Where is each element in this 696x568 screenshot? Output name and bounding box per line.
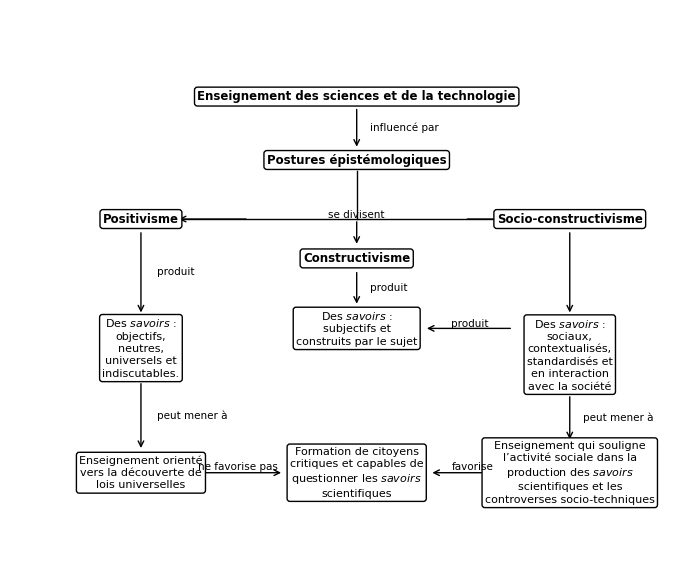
Text: Postures épistémologiques: Postures épistémologiques [267,153,447,166]
Text: influencé par: influencé par [370,123,439,133]
Text: Des $\it{savoirs}$ :
subjectifs et
construits par le sujet: Des $\it{savoirs}$ : subjectifs et const… [296,310,418,347]
Text: Socio-constructivisme: Socio-constructivisme [497,212,642,225]
Text: Enseignement des sciences et de la technologie: Enseignement des sciences et de la techn… [198,90,516,103]
Text: produit: produit [370,283,408,293]
Text: Des $\it{savoirs}$ :
sociaux,
contextualisés,
standardisés et
en interaction
ave: Des $\it{savoirs}$ : sociaux, contextual… [527,318,612,391]
Text: peut mener à: peut mener à [157,411,228,421]
Text: Enseignement orienté
vers la découverte de
lois universelles: Enseignement orienté vers la découverte … [79,455,203,490]
Text: Positivisme: Positivisme [103,212,179,225]
Text: produit: produit [157,266,195,277]
Text: Enseignement qui souligne
l’activité sociale dans la
production des $\it{savoirs: Enseignement qui souligne l’activité soc… [485,441,655,505]
Text: Constructivisme: Constructivisme [303,252,411,265]
Text: ne favorise pas: ne favorise pas [198,462,278,473]
Text: Des $\it{savoirs}$ :
objectifs,
neutres,
universels et
indiscutables.: Des $\it{savoirs}$ : objectifs, neutres,… [102,318,180,379]
Text: se divisent: se divisent [329,210,385,220]
Text: peut mener à: peut mener à [583,413,654,423]
Text: produit: produit [451,319,489,328]
Text: favorise: favorise [452,462,493,473]
Text: Formation de citoyens
critiques et capables de
questionner les $\it{savoirs}$
sc: Formation de citoyens critiques et capab… [290,447,423,499]
